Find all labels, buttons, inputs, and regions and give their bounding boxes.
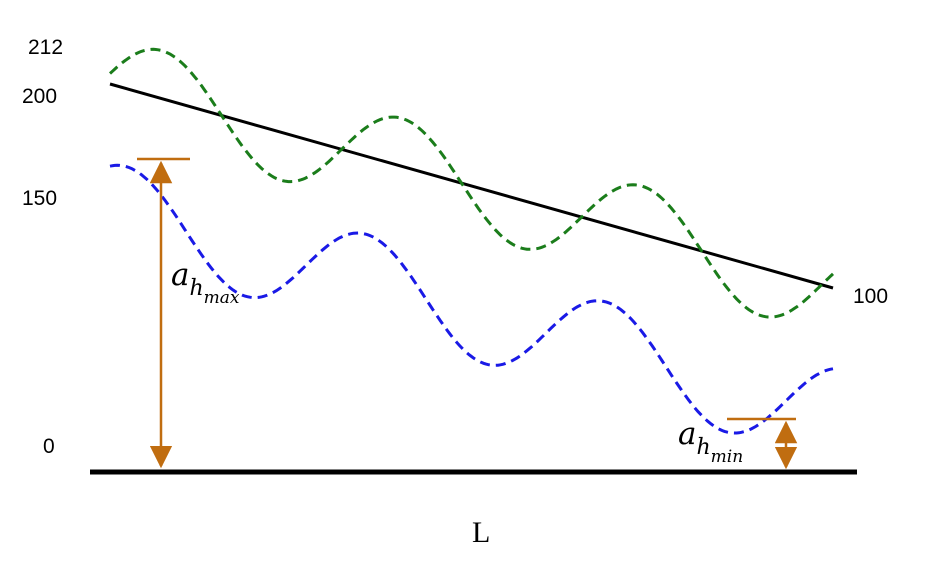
max-height-label: ahmax [171,257,240,308]
min-height-label: ahmin [678,416,743,467]
gradient-line [109,82,834,290]
upper-wave-curve [108,47,835,319]
label-200: 200 [22,85,57,108]
x-axis-label: L [472,516,490,549]
lower-wave-curve [109,163,834,435]
label-150: 150 [22,187,57,210]
label-212: 212 [28,36,63,59]
label-100: 100 [853,285,888,308]
label-0: 0 [43,435,55,458]
